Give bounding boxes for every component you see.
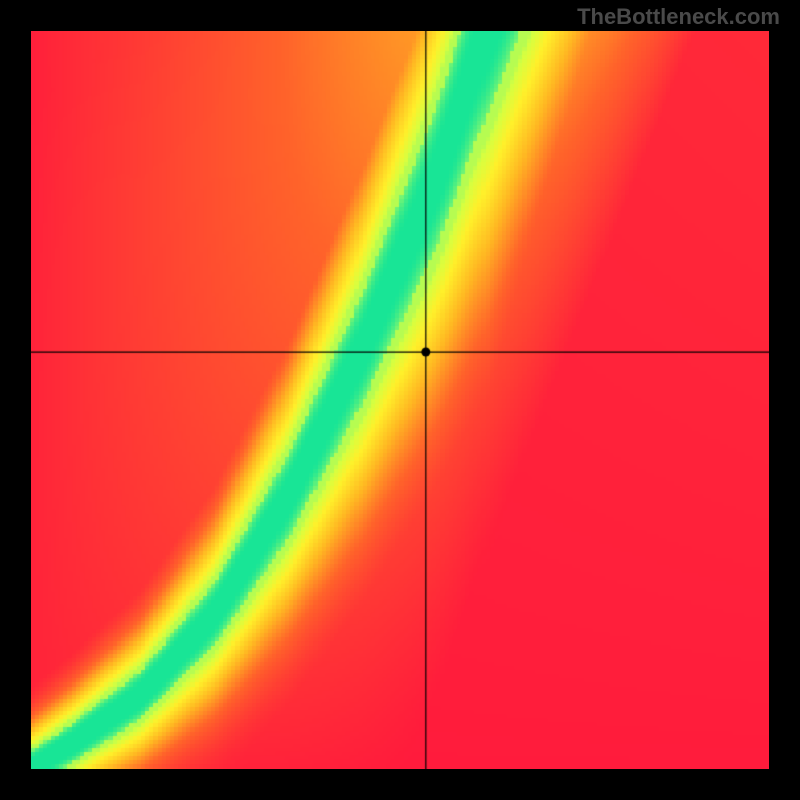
bottleneck-heatmap xyxy=(31,31,769,769)
chart-container: TheBottleneck.com xyxy=(0,0,800,800)
watermark-text: TheBottleneck.com xyxy=(577,4,780,30)
